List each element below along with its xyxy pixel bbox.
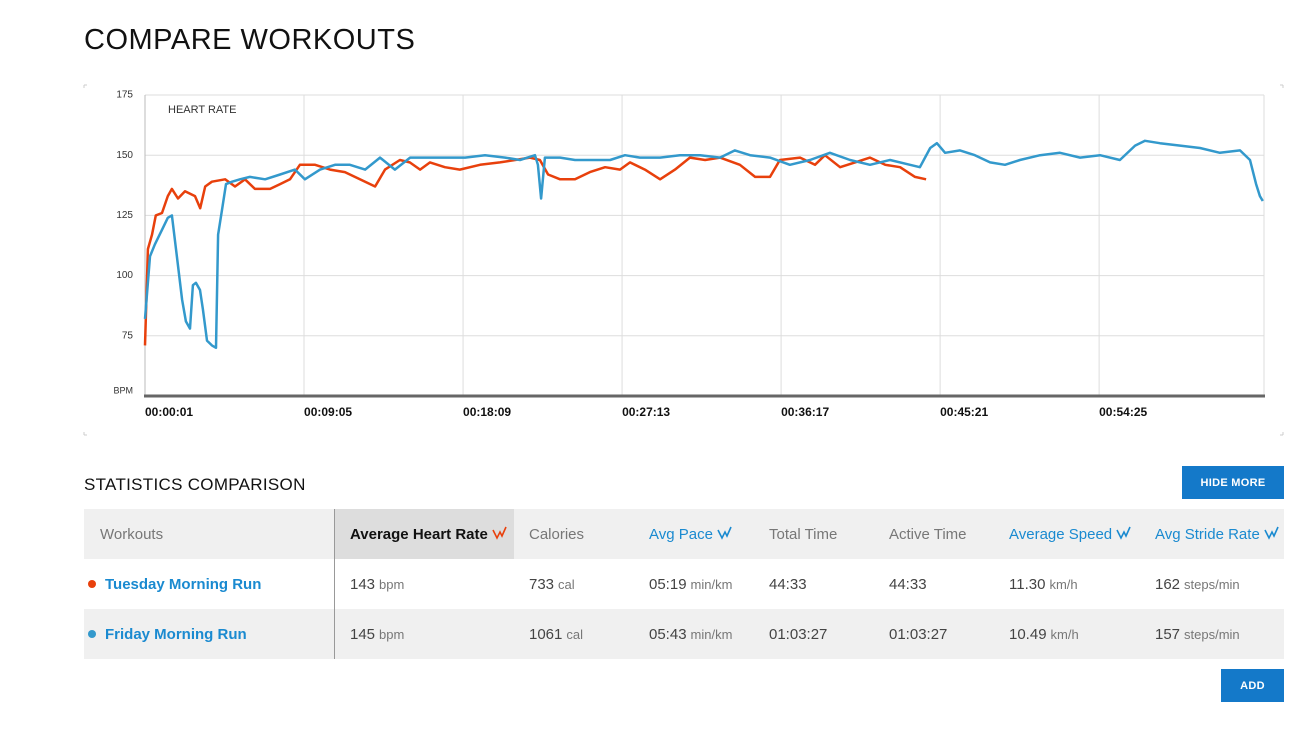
stat-unit: min/km [690, 576, 733, 592]
stat-unit: min/km [690, 626, 733, 642]
stat-cell: 157 steps/min [1155, 609, 1240, 659]
stat-cell: 11.30 km/h [1009, 559, 1078, 609]
y-tick-label: 150 [116, 150, 133, 161]
x-tick-label: 00:09:05 [304, 405, 352, 419]
stat-value: 143 [350, 575, 376, 593]
stat-value: 145 [350, 625, 376, 643]
header-row: Workouts Average Heart Rate Calories Avg Pa… [84, 509, 1284, 559]
header-cell[interactable]: Average Heart Rate [334, 509, 514, 559]
stat-value: 10.49 [1009, 625, 1047, 643]
x-tick-label: 00:45:21 [940, 405, 988, 419]
chart-subtitle: HEART RATE [168, 104, 236, 116]
y-tick-label: 175 [116, 90, 133, 101]
x-tick-label: 00:18:09 [463, 405, 511, 419]
sort-icon-path [492, 526, 507, 540]
stats-table: Workouts Average Heart Rate Calories Avg Pa… [84, 509, 1284, 659]
stat-unit: steps/min [1184, 626, 1240, 642]
stat-cell: 143 bpm [350, 559, 404, 609]
workout-name-cell[interactable]: Friday Morning Run [88, 609, 247, 659]
header-label: Active Time [889, 525, 967, 543]
stat-unit: cal [566, 626, 583, 642]
stat-unit: bpm [379, 626, 405, 642]
page-title: COMPARE WORKOUTS [84, 24, 416, 56]
sort-icon-path [1264, 526, 1279, 540]
y-axis-label: BPM [113, 385, 133, 395]
workout-name: Friday Morning Run [105, 625, 247, 643]
stat-unit: bpm [379, 576, 405, 592]
stat-cell: 10.49 km/h [1009, 609, 1079, 659]
series-line [143, 139, 1264, 350]
series-line [143, 153, 927, 346]
y-tick-label: 125 [116, 210, 133, 221]
stat-unit: steps/min [1184, 576, 1240, 592]
frame-corners [83, 84, 1284, 436]
stat-cell: 05:19 min/km [649, 559, 732, 609]
header-label: Workouts [100, 525, 164, 543]
header-cell: Active Time [889, 509, 967, 559]
header-cell: Calories [529, 509, 584, 559]
stat-cell: 01:03:27 [769, 609, 827, 659]
stat-value: 44:33 [769, 575, 807, 593]
workout-name: Tuesday Morning Run [105, 575, 262, 593]
header-cell: Total Time [769, 509, 837, 559]
hide-more-button[interactable]: HIDE MORE [1182, 466, 1284, 499]
stat-cell: 44:33 [769, 559, 807, 609]
add-button[interactable]: ADD [1221, 669, 1284, 702]
header-cell[interactable]: Avg Pace [649, 509, 733, 559]
sort-icon [1116, 526, 1131, 540]
y-tick-label: 100 [116, 270, 133, 281]
stat-value: 162 [1155, 575, 1181, 593]
section-title: STATISTICS COMPARISON [84, 475, 306, 494]
sort-icon-path [717, 526, 732, 540]
header-label: Average Speed [1009, 525, 1113, 543]
x-tick-label: 00:27:13 [622, 405, 670, 419]
stat-value: 01:03:27 [769, 625, 828, 643]
chart: HEART RATE BPM 75 100 125 150 175 00:00:01 00:… [83, 84, 1284, 436]
stat-value: 05:19 [649, 575, 687, 593]
stat-value: 11.30 [1009, 575, 1046, 593]
stat-value: 733 [529, 575, 555, 593]
stat-cell: 162 steps/min [1155, 559, 1240, 609]
workout-dot [88, 580, 96, 588]
table-row: Friday Morning Run 145 bpm 1061 cal 05:43 min/… [84, 609, 1284, 659]
stat-unit: cal [558, 576, 575, 592]
header-label: Total Time [769, 525, 838, 543]
sort-icon [492, 526, 507, 540]
workout-dot [88, 630, 96, 638]
header-label: Avg Stride Rate [1155, 525, 1260, 543]
stat-cell: 733 cal [529, 559, 575, 609]
header-label: Avg Pace [649, 525, 713, 543]
header-cell: Workouts [100, 509, 163, 559]
stat-value: 1061 [529, 625, 563, 643]
workout-name-cell[interactable]: Tuesday Morning Run [88, 559, 261, 609]
x-tick-label: 00:36:17 [781, 405, 829, 419]
stat-value: 01:03:27 [889, 625, 948, 643]
stat-cell: 05:43 min/km [649, 609, 732, 659]
stat-cell: 44:33 [889, 559, 927, 609]
sort-icon [1264, 526, 1279, 540]
header-cell[interactable]: Average Speed [1009, 509, 1132, 559]
x-tick-label: 00:00:01 [145, 405, 193, 419]
stat-unit: km/h [1049, 576, 1078, 592]
stat-value: 44:33 [889, 575, 927, 593]
stat-unit: km/h [1050, 626, 1079, 642]
stat-value: 157 [1155, 625, 1181, 643]
table-row: Tuesday Morning Run 143 bpm 733 cal 05:19 min/… [84, 559, 1284, 609]
stat-cell: 145 bpm [350, 609, 404, 659]
column-divider [334, 509, 335, 659]
stat-cell: 1061 cal [529, 609, 583, 659]
sort-icon [717, 526, 732, 540]
stat-cell: 01:03:27 [889, 609, 947, 659]
y-tick-label: 75 [122, 330, 134, 341]
stat-value: 05:43 [649, 625, 687, 643]
header-cell[interactable]: Avg Stride Rate [1155, 509, 1280, 559]
header-label: Calories [529, 525, 585, 543]
x-tick-label: 00:54:25 [1099, 405, 1147, 419]
sort-icon-path [1116, 526, 1131, 540]
header-label: Average Heart Rate [350, 525, 488, 543]
